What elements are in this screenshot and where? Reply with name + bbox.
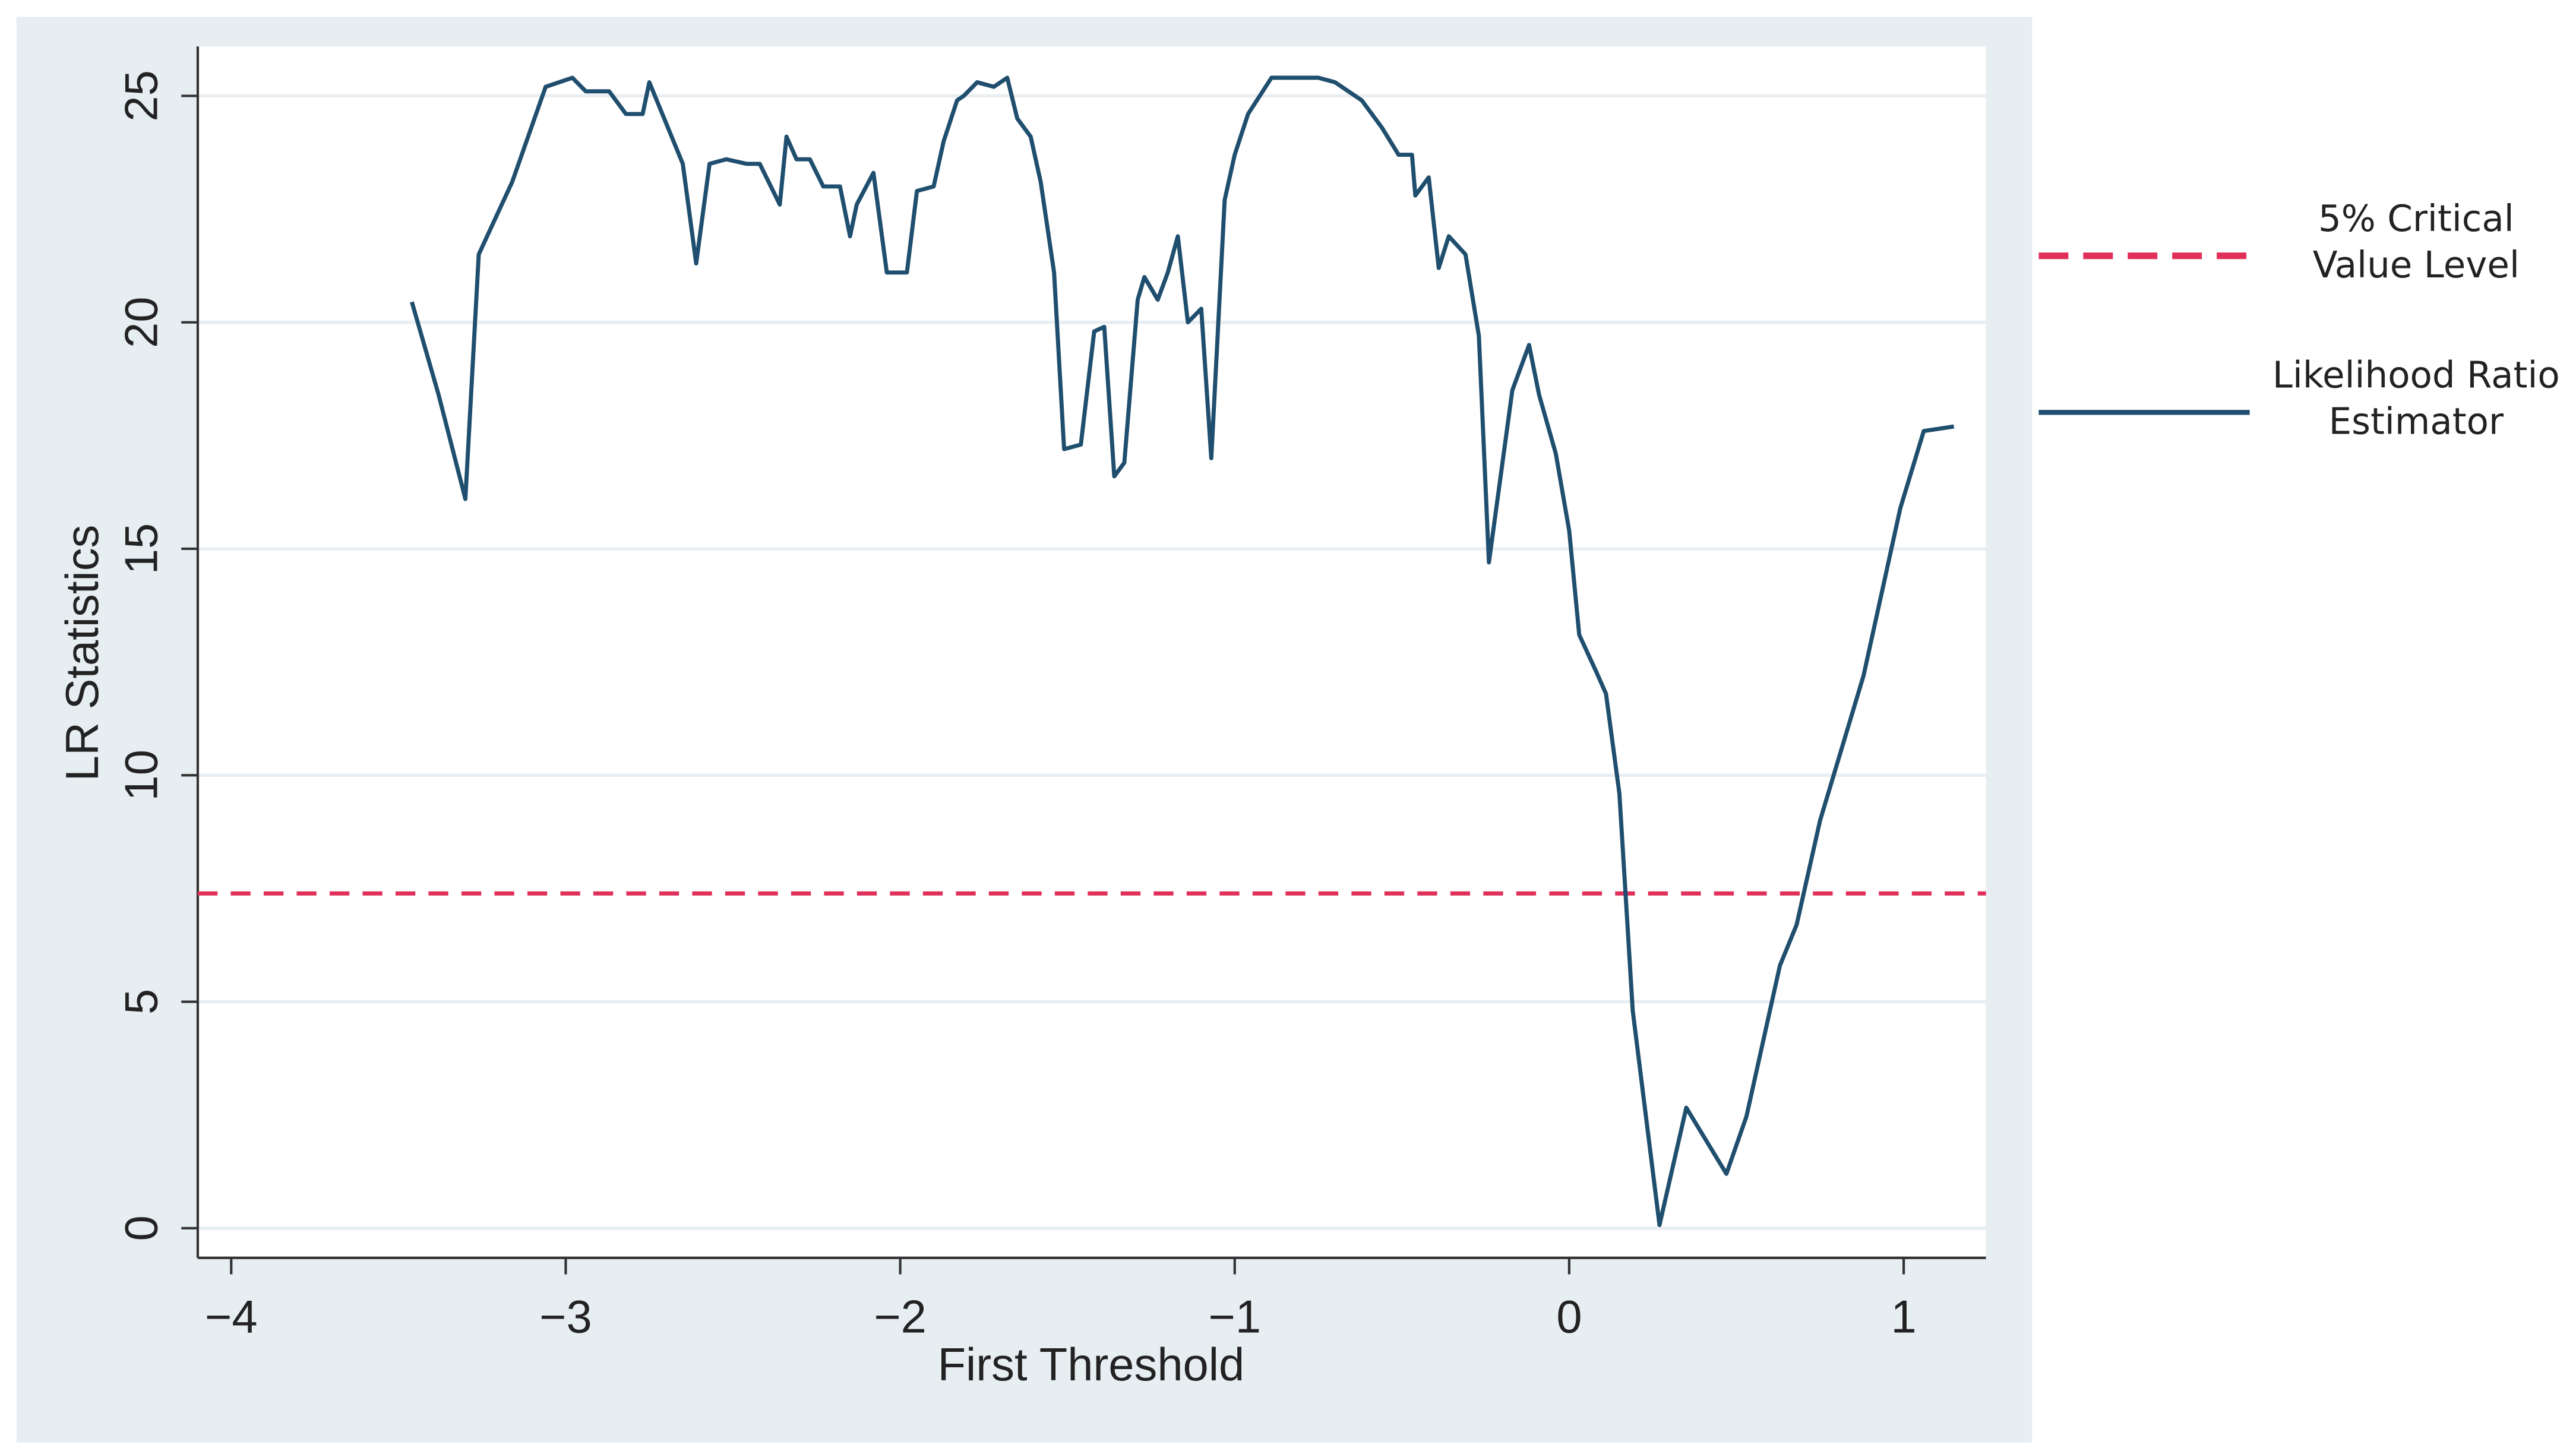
legend-label-box: 5% Critical Value Level [2312, 200, 2520, 287]
y-axis-label: LR Statistics [57, 525, 108, 782]
legend-label: Likelihood Ratio Estimator [2272, 356, 2560, 443]
data-line [410, 75, 1955, 1227]
x-tick-label: −1 [1208, 1292, 1261, 1343]
y-tick-label: 20 [116, 296, 167, 347]
x-tick-label: −4 [205, 1292, 258, 1343]
y-tick-label: 15 [116, 523, 167, 574]
y-tick-label: 25 [116, 70, 167, 121]
x-tick-label: −2 [874, 1292, 927, 1343]
x-tick-label: 1 [1891, 1292, 1916, 1343]
y-tick-label: 0 [116, 1215, 167, 1241]
x-axis-label: First Threshold [938, 1339, 1245, 1390]
legend-label: 5% Critical Value Level [2312, 200, 2520, 287]
legend-label-box: Likelihood Ratio Estimator [2272, 356, 2560, 443]
plot-area [197, 46, 1986, 1258]
x-tick-label: 0 [1556, 1292, 1582, 1343]
y-tick-label: 10 [116, 750, 167, 801]
x-tick-label: −3 [539, 1292, 592, 1343]
y-tick-label: 5 [116, 989, 167, 1014]
